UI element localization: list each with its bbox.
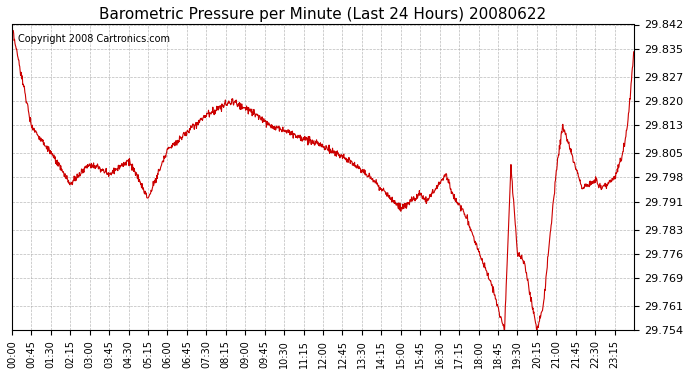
Text: Copyright 2008 Cartronics.com: Copyright 2008 Cartronics.com (18, 34, 170, 44)
Title: Barometric Pressure per Minute (Last 24 Hours) 20080622: Barometric Pressure per Minute (Last 24 … (99, 7, 546, 22)
